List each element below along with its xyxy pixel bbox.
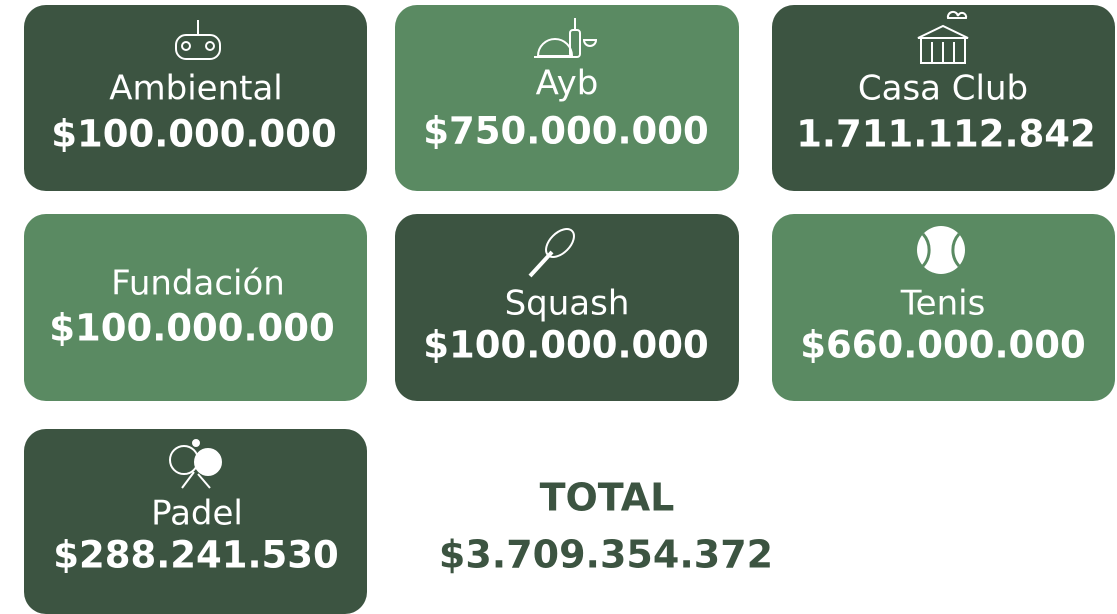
icon-padel <box>169 439 222 489</box>
card-name: Casa Club <box>858 69 1028 109</box>
card <box>24 429 367 614</box>
icon-squash <box>528 228 575 278</box>
card-name: Ayb <box>536 64 599 104</box>
icon-clubhouse <box>917 10 969 64</box>
card-name: Fundación <box>111 264 285 304</box>
card <box>395 5 739 191</box>
card-amount: $100.000.000 <box>49 307 335 350</box>
card-amount: $288.241.530 <box>53 534 339 577</box>
card-name: Padel <box>151 494 243 534</box>
card-amount: $100.000.000 <box>423 324 709 367</box>
card <box>772 5 1115 191</box>
card-name: Squash <box>505 284 630 324</box>
card <box>24 5 367 191</box>
icon-tennis <box>917 226 965 274</box>
card-amount: $100.000.000 <box>51 113 337 156</box>
card <box>24 214 367 401</box>
total-label: TOTAL <box>540 476 675 520</box>
total-amount: $3.709.354.372 <box>439 533 773 577</box>
card-amount: 1.711.112.842 <box>796 113 1096 156</box>
icon-remote <box>175 20 221 60</box>
card-amount: $660.000.000 <box>800 324 1086 367</box>
card <box>395 214 739 401</box>
card-name: Tenis <box>900 284 986 324</box>
icon-food <box>534 18 598 58</box>
card-amount: $750.000.000 <box>423 110 709 153</box>
card <box>772 214 1115 401</box>
card-name: Ambiental <box>109 69 283 109</box>
